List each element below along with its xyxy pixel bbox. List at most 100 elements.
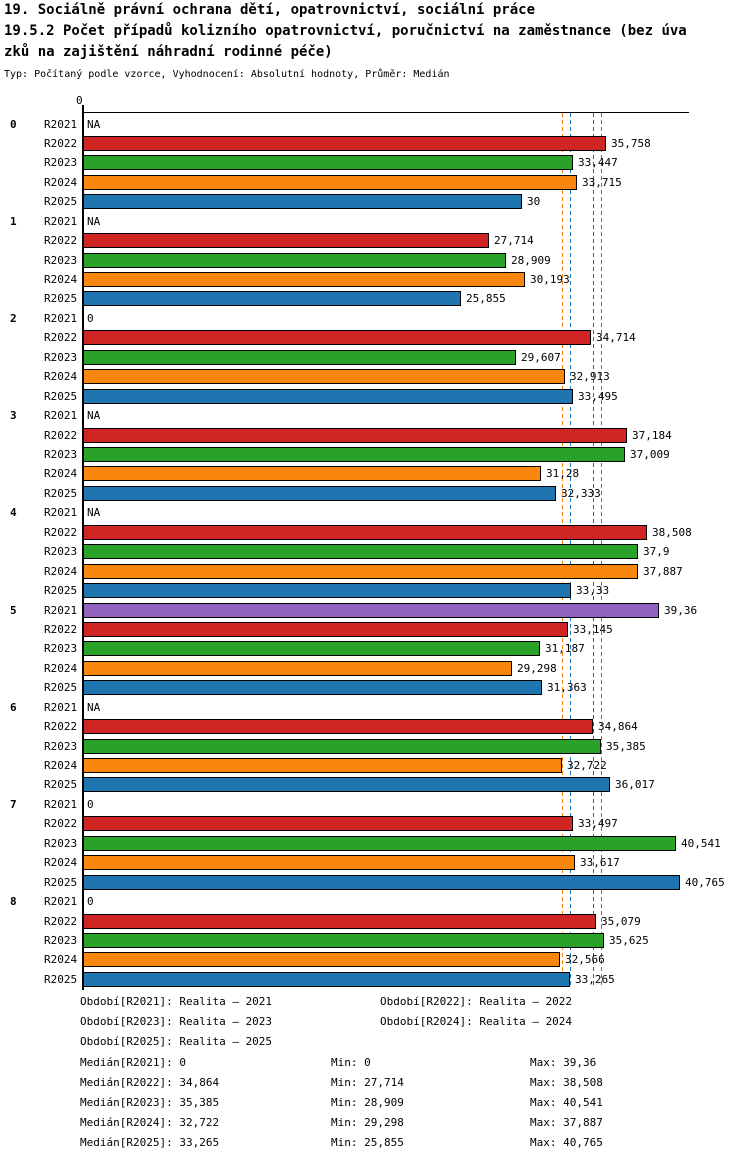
row-label-r2023: R2023 xyxy=(44,836,78,850)
bar-value-label: 32,333 xyxy=(561,486,601,500)
stat-median-r2025: Medián[R2025]: 33,265 xyxy=(80,1136,220,1149)
bar xyxy=(83,816,573,832)
bar-value-label: 39,36 xyxy=(664,603,698,617)
bar xyxy=(83,719,593,735)
bar xyxy=(83,738,601,754)
row-label-r2021: R2021 xyxy=(44,700,78,714)
bar-value-label: 35,758 xyxy=(611,136,651,150)
row-label-r2021: R2021 xyxy=(44,506,78,520)
row-label-r2021: R2021 xyxy=(44,895,78,909)
group-label: 7 xyxy=(10,797,17,811)
group-label: 5 xyxy=(10,603,17,617)
row-label-r2025: R2025 xyxy=(44,875,78,889)
bar-value-label: 30,193 xyxy=(530,272,570,286)
bar xyxy=(83,913,596,929)
bar xyxy=(83,641,540,657)
bar-value-label: 32,913 xyxy=(570,370,610,384)
row-label-r2023: R2023 xyxy=(44,447,78,461)
bar xyxy=(83,271,525,287)
group-label: 0 xyxy=(10,117,17,131)
row-label-r2025: R2025 xyxy=(44,583,78,597)
row-label-r2022: R2022 xyxy=(44,234,78,248)
bar-value-label: 37,9 xyxy=(643,545,670,559)
row-label-r2025: R2025 xyxy=(44,778,78,792)
bar-value-label: 33,265 xyxy=(575,972,615,986)
bar-value-label: 33,715 xyxy=(582,175,622,189)
bar-value-label: 33,497 xyxy=(578,817,618,831)
row-label-r2024: R2024 xyxy=(44,175,78,189)
page-title: 19. Sociálně právní ochrana dětí, opatro… xyxy=(4,2,536,18)
indicator-title-2: zků na zajištění náhradní rodinné péče) xyxy=(4,44,333,60)
bar xyxy=(83,427,627,443)
bar-value-label: 32,566 xyxy=(565,953,605,967)
stat-max-r2021: Max: 39,36 xyxy=(530,1056,597,1069)
bar xyxy=(83,582,571,598)
stat-median-r2022: Medián[R2022]: 34,864 xyxy=(80,1076,220,1089)
row-label-r2025: R2025 xyxy=(44,292,78,306)
row-label-r2023: R2023 xyxy=(44,933,78,947)
stat-min-r2023: Min: 28,909 xyxy=(331,1096,404,1109)
indicator-title: 19.5.2 Počet případů kolizního opatrovni… xyxy=(4,23,687,39)
row-label-r2025: R2025 xyxy=(44,972,78,986)
bar xyxy=(83,855,575,871)
bar xyxy=(83,952,560,968)
bar xyxy=(83,388,573,404)
bar-value-label: 35,385 xyxy=(606,739,646,753)
bar-value-label: 29,607 xyxy=(521,350,561,364)
row-label-r2021: R2021 xyxy=(44,117,78,131)
bar xyxy=(83,349,516,365)
bar-value-label: 33,33 xyxy=(576,583,610,597)
bar-value-label: 35,079 xyxy=(601,914,641,928)
bar xyxy=(83,602,659,618)
axis-zero-label: 0 xyxy=(76,94,83,107)
row-label-r2022: R2022 xyxy=(44,136,78,150)
legend-entry-r2023: Období[R2023]: Realita – 2023 xyxy=(80,1015,273,1028)
bar-value-label: 0 xyxy=(87,797,94,811)
bar xyxy=(83,932,604,948)
stat-min-r2021: Min: 0 xyxy=(331,1056,371,1069)
bar-value-label: NA xyxy=(87,700,101,714)
bar-value-label: 37,184 xyxy=(632,428,672,442)
row-label-r2022: R2022 xyxy=(44,525,78,539)
row-label-r2024: R2024 xyxy=(44,856,78,870)
row-label-r2023: R2023 xyxy=(44,642,78,656)
stat-max-r2025: Max: 40,765 xyxy=(530,1136,603,1149)
stat-max-r2023: Max: 40,541 xyxy=(530,1096,603,1109)
row-label-r2023: R2023 xyxy=(44,350,78,364)
bar-value-label: 33,495 xyxy=(578,389,618,403)
bar xyxy=(83,777,610,793)
bar xyxy=(83,874,680,890)
bar-value-label: 37,887 xyxy=(643,564,683,578)
row-label-r2025: R2025 xyxy=(44,195,78,209)
stat-min-r2025: Min: 25,855 xyxy=(331,1136,404,1149)
bar-value-label: 25,855 xyxy=(466,292,506,306)
bar-value-label: 33,447 xyxy=(578,156,618,170)
bar xyxy=(83,369,565,385)
stat-median-r2021: Medián[R2021]: 0 xyxy=(80,1056,186,1069)
bar-value-label: 29,298 xyxy=(517,661,557,675)
row-label-r2022: R2022 xyxy=(44,622,78,636)
bar xyxy=(83,660,512,676)
row-label-r2022: R2022 xyxy=(44,914,78,928)
bar xyxy=(83,524,647,540)
group-label: 2 xyxy=(10,311,17,325)
row-label-r2021: R2021 xyxy=(44,797,78,811)
bar-value-label: NA xyxy=(87,214,101,228)
row-label-r2025: R2025 xyxy=(44,389,78,403)
bar-value-label: NA xyxy=(87,117,101,131)
stat-min-r2022: Min: 27,714 xyxy=(331,1076,404,1089)
chart-plot: 0 R2021 NA R2022 35,758 R2023 33,447 R2024 33,71… xyxy=(10,105,725,990)
bar xyxy=(83,252,506,268)
row-label-r2023: R2023 xyxy=(44,739,78,753)
bar-value-label: 36,017 xyxy=(615,778,655,792)
row-label-r2024: R2024 xyxy=(44,272,78,286)
bar-value-label: 31,363 xyxy=(547,681,587,695)
bar-value-label: 31,187 xyxy=(545,642,585,656)
row-label-r2023: R2023 xyxy=(44,545,78,559)
bar-value-label: 40,765 xyxy=(685,875,725,889)
bar xyxy=(83,680,542,696)
bar xyxy=(83,174,577,190)
bar xyxy=(83,233,489,249)
stat-max-r2024: Max: 37,887 xyxy=(530,1116,603,1129)
